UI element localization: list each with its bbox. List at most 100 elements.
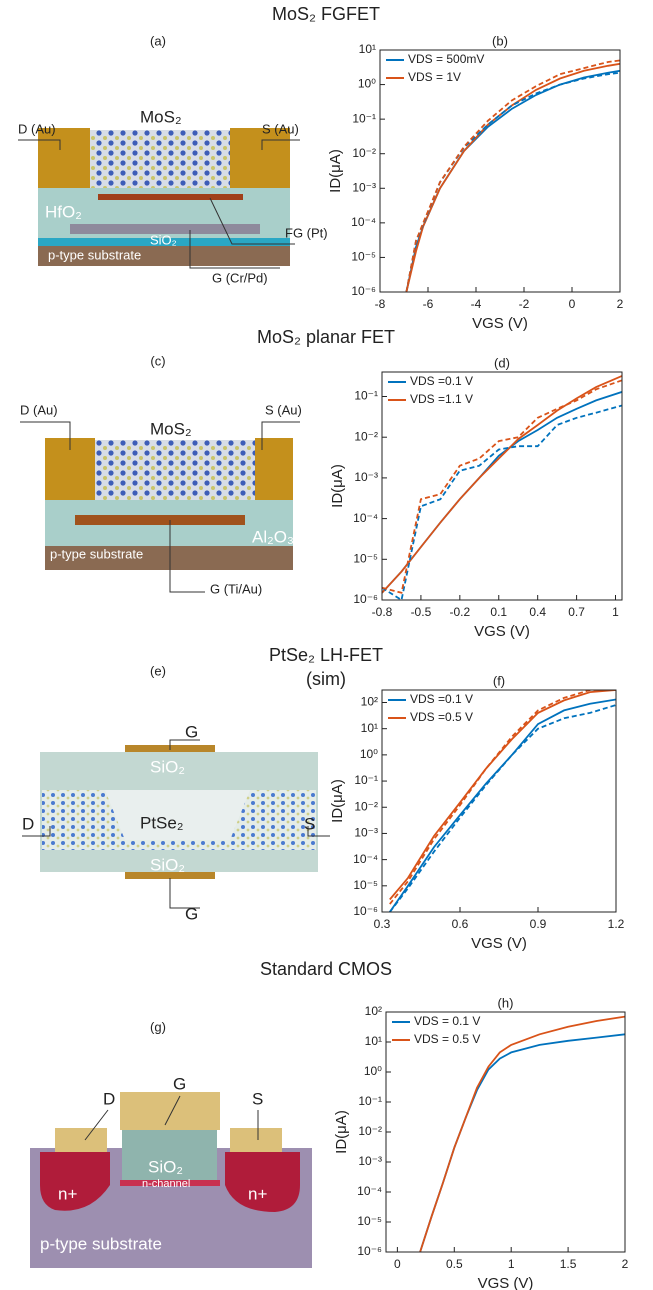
x-axis-label: VGS (V): [474, 623, 530, 640]
device-label: Al₂O₃: [252, 527, 294, 546]
device-label: G: [185, 722, 198, 741]
device-label: HfO₂: [45, 202, 82, 221]
x-tick-label: 0: [394, 1257, 401, 1271]
device-label: G: [173, 1074, 186, 1093]
series-line: [390, 705, 616, 912]
y-tick-label: 10⁰: [360, 747, 378, 761]
device-label: S: [304, 814, 315, 833]
x-tick-label: 1: [612, 605, 619, 619]
y-tick-label: 10¹: [359, 42, 376, 56]
x-tick-label: 1.2: [608, 917, 625, 931]
x-tick-label: 0.5: [446, 1257, 463, 1271]
series-line: [390, 700, 616, 913]
y-tick-label: 10⁻⁴: [353, 852, 378, 866]
device-label: PtSe₂: [140, 813, 183, 832]
y-tick-label: 10⁻²: [354, 429, 378, 443]
device-label: D: [22, 814, 34, 833]
legend-label: VDS =0.1 V: [410, 374, 473, 388]
device-label: SiO₂: [150, 757, 185, 776]
x-axis-label: VGS (V): [471, 935, 527, 952]
section-subtitle: (sim): [306, 669, 346, 689]
x-tick-label: 0.7: [568, 605, 585, 619]
device-label: p-type substrate: [50, 546, 143, 561]
device-label: S (Au): [262, 121, 299, 136]
legend-label: VDS = 0.5 V: [414, 1032, 480, 1046]
series-line: [382, 406, 622, 601]
device-label: n+: [58, 1184, 77, 1203]
device-label: SiO₂: [150, 855, 185, 874]
legend-label: VDS =0.1 V: [410, 692, 473, 706]
x-tick-label: -0.8: [372, 605, 393, 619]
series-line: [382, 380, 622, 593]
x-tick-label: -6: [423, 297, 434, 311]
device-label: SiO₂: [150, 232, 177, 247]
chart-title: (f): [493, 673, 505, 688]
device-label: S: [252, 1089, 263, 1108]
device-c: [20, 422, 300, 592]
x-tick-label: 0.4: [529, 605, 546, 619]
plot-frame: [380, 50, 620, 292]
y-tick-label: 10²: [365, 1004, 382, 1018]
device-label: n+: [248, 1184, 267, 1203]
y-axis-label: ID(μA): [327, 149, 344, 193]
series-line: [406, 60, 620, 292]
chart-title: (d): [494, 355, 510, 370]
y-tick-label: 10⁻⁴: [357, 1184, 382, 1198]
y-tick-label: 10⁻⁵: [353, 551, 378, 565]
device-label: D (Au): [20, 402, 58, 417]
y-tick-label: 10⁻¹: [358, 1094, 382, 1108]
legend-label: VDS = 0.1 V: [414, 1014, 480, 1028]
y-tick-label: 10⁻⁵: [351, 250, 376, 264]
chart-title: (h): [498, 995, 514, 1010]
y-tick-label: 10⁻¹: [354, 389, 378, 403]
series-line: [382, 392, 622, 593]
y-tick-label: 10⁻⁵: [357, 1214, 382, 1228]
x-tick-label: 0.6: [452, 917, 469, 931]
x-tick-label: -2: [519, 297, 530, 311]
device-label: p-type substrate: [48, 247, 141, 262]
x-tick-label: -8: [375, 297, 386, 311]
chart-title: (b): [492, 33, 508, 48]
device-label: n-channel: [142, 1178, 190, 1190]
x-tick-label: 1: [508, 1257, 515, 1271]
device-label: G (Ti/Au): [210, 581, 262, 596]
x-tick-label: -0.5: [411, 605, 432, 619]
x-axis-label: VGS (V): [472, 315, 528, 332]
panel-label: (g): [150, 1019, 166, 1034]
y-tick-label: 10⁻³: [358, 1154, 382, 1168]
x-tick-label: -0.2: [449, 605, 470, 619]
panel-label: (c): [150, 353, 165, 368]
y-axis-label: ID(μA): [333, 1110, 350, 1154]
x-tick-label: 0.9: [530, 917, 547, 931]
y-tick-label: 10⁻⁶: [353, 592, 378, 606]
plot-frame: [382, 372, 622, 600]
device-label: p-type substrate: [40, 1234, 162, 1253]
device-label: MoS₂: [150, 419, 192, 438]
section-title: PtSe₂ LH-FET: [269, 645, 383, 665]
y-tick-label: 10⁻²: [352, 146, 376, 160]
figure: MoS₂ FGFET MoS₂ planar FET PtSe₂ LH-FET …: [0, 0, 653, 1290]
y-tick-label: 10⁻⁶: [351, 284, 376, 298]
y-tick-label: 10⁻³: [352, 180, 376, 194]
x-axis-label: VGS (V): [478, 1275, 534, 1290]
y-tick-label: 10⁻⁴: [351, 215, 376, 229]
panel-label: (a): [150, 33, 166, 48]
section-title: Standard CMOS: [260, 959, 392, 979]
y-tick-label: 10⁻⁵: [353, 878, 378, 892]
x-tick-label: 0: [569, 297, 576, 311]
legend-label: VDS = 1V: [408, 70, 461, 84]
section-title: MoS₂ FGFET: [272, 4, 380, 24]
y-tick-label: 10⁻¹: [354, 773, 378, 787]
x-tick-label: 0.3: [374, 917, 391, 931]
legend-label: VDS = 500mV: [408, 52, 484, 66]
y-tick-label: 10¹: [361, 721, 378, 735]
x-tick-label: 1.5: [560, 1257, 577, 1271]
y-tick-label: 10⁻⁴: [353, 511, 378, 525]
device-label: G (Cr/Pd): [212, 270, 268, 285]
y-tick-label: 10⁻⁶: [353, 904, 378, 918]
legend-label: VDS =0.5 V: [410, 710, 473, 724]
y-tick-label: 10⁻⁶: [357, 1244, 382, 1258]
device-label: FG (Pt): [285, 225, 328, 240]
device-label: D (Au): [18, 121, 56, 136]
x-tick-label: 2: [622, 1257, 629, 1271]
